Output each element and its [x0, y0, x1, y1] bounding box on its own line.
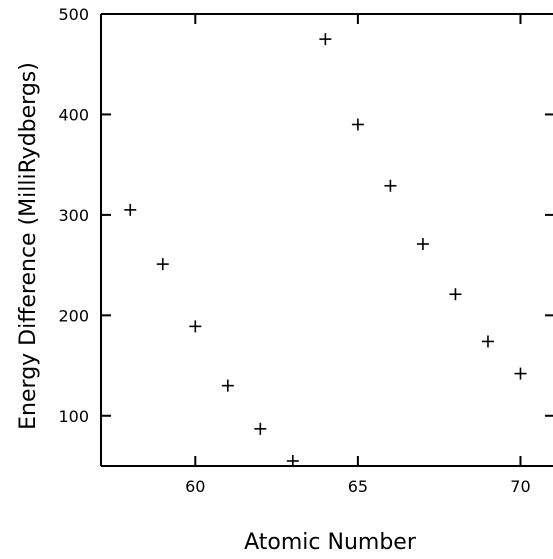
- y-tick-label: 200: [58, 306, 89, 325]
- y-tick-label: 400: [58, 105, 89, 124]
- data-point: [254, 422, 267, 435]
- data-point: [514, 367, 527, 380]
- data-points: [124, 33, 527, 467]
- data-point: [384, 179, 397, 192]
- data-point: [286, 454, 299, 467]
- x-axis-ticks: 60 65 70: [185, 14, 531, 496]
- data-point: [221, 379, 234, 392]
- x-axis-title: Atomic Number: [244, 530, 417, 555]
- y-tick-label: 100: [58, 407, 89, 426]
- y-tick-label: 500: [58, 5, 89, 24]
- data-point: [156, 258, 169, 271]
- data-point: [481, 335, 494, 348]
- data-point: [449, 288, 462, 301]
- y-axis-ticks: 100 200 300 400 500: [58, 5, 553, 426]
- y-tick-label: 300: [58, 206, 89, 225]
- x-tick-label: 60: [185, 477, 205, 496]
- plot-frame: [100, 13, 553, 467]
- data-point: [416, 238, 429, 251]
- x-tick-label: 65: [348, 477, 368, 496]
- y-axis-title: Energy Difference (MilliRydbergs): [16, 62, 41, 430]
- data-point: [189, 320, 202, 333]
- x-tick-label: 70: [510, 477, 530, 496]
- data-point: [319, 33, 332, 46]
- data-point: [124, 203, 137, 216]
- data-point: [351, 118, 364, 131]
